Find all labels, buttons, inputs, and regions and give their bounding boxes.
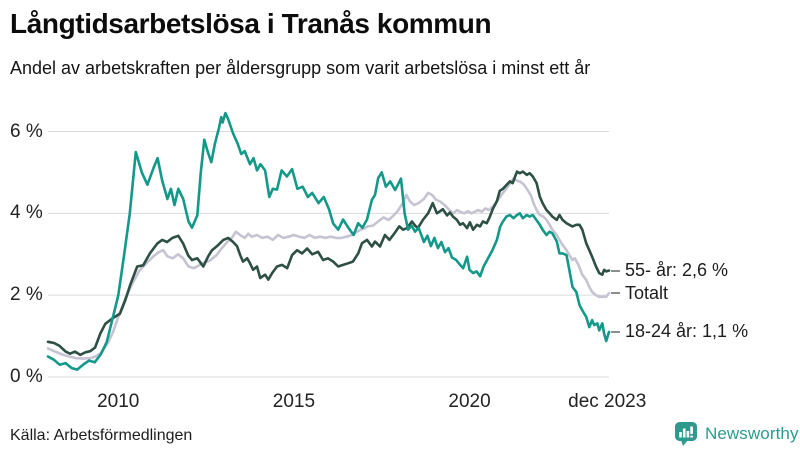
label-dash-icon (611, 330, 620, 333)
label-dash-icon (611, 292, 620, 295)
label-dash-icon (611, 269, 620, 272)
end-label-55plus-text: 55- år: 2,6 % (625, 260, 729, 281)
y-axis-tick-label: 6 % (10, 120, 43, 142)
end-label-18-24-text: 18-24 år: 1,1 % (625, 321, 749, 342)
y-axis-tick-label: 4 % (10, 202, 43, 224)
newsworthy-brand: Newsworthy (674, 421, 799, 447)
series-path-totalt (46, 177, 611, 360)
x-axis-tick-label: dec 2023 (568, 391, 647, 412)
end-label-totalt: Totalt (611, 282, 668, 304)
newsworthy-brand-name: Newsworthy (705, 424, 799, 443)
x-axis-tick-label: 2020 (448, 391, 491, 412)
series-path-18-24-ar (46, 111, 611, 371)
y-axis-tick-label: 0 % (10, 366, 43, 387)
chart-subtitle: Andel av arbetskraften per åldersgrupp s… (10, 58, 591, 78)
page-title: Långtidsarbetslösa i Tranås kommun (10, 8, 492, 39)
x-axis-tick-label: 2015 (272, 391, 316, 412)
newsworthy-logo-icon (675, 422, 697, 446)
end-label-totalt-text: Totalt (625, 282, 669, 303)
y-axis-tick-label: 2 % (10, 284, 43, 306)
end-label-18-24: 18-24 år: 1,1 % (611, 321, 748, 343)
x-axis-tick-label: 2010 (97, 391, 140, 412)
series-path-55-ar (46, 170, 611, 357)
source-credit: Källa: Arbetsförmedlingen (10, 427, 193, 444)
end-label-55plus: 55- år: 2,6 % (611, 260, 728, 282)
